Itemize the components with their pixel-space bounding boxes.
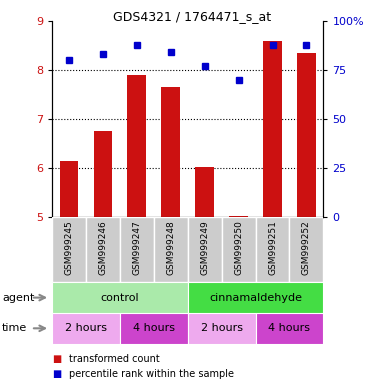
Bar — [290, 217, 323, 282]
Bar — [120, 313, 187, 344]
Bar — [52, 282, 187, 313]
Bar — [297, 53, 316, 217]
Text: 4 hours: 4 hours — [133, 323, 175, 333]
Bar — [187, 282, 323, 313]
Text: GSM999249: GSM999249 — [200, 220, 209, 275]
Bar — [120, 217, 154, 282]
Text: GSM999247: GSM999247 — [132, 220, 141, 275]
Text: GDS4321 / 1764471_s_at: GDS4321 / 1764471_s_at — [114, 10, 271, 23]
Bar — [256, 217, 290, 282]
Bar — [229, 216, 248, 217]
Bar — [161, 87, 180, 217]
Bar — [222, 217, 256, 282]
Text: cinnamaldehyde: cinnamaldehyde — [209, 293, 302, 303]
Bar — [94, 131, 112, 217]
Bar — [127, 75, 146, 217]
Bar — [86, 217, 120, 282]
Text: 4 hours: 4 hours — [268, 323, 310, 333]
Text: ■: ■ — [52, 354, 61, 364]
Bar — [52, 217, 86, 282]
Text: transformed count: transformed count — [69, 354, 160, 364]
Text: 2 hours: 2 hours — [201, 323, 243, 333]
Text: GSM999245: GSM999245 — [64, 220, 74, 275]
Text: agent: agent — [2, 293, 34, 303]
Text: time: time — [2, 323, 27, 333]
Text: ■: ■ — [52, 369, 61, 379]
Bar — [52, 313, 120, 344]
Text: GSM999248: GSM999248 — [166, 220, 175, 275]
Bar — [60, 161, 78, 217]
Bar — [154, 217, 187, 282]
Text: control: control — [100, 293, 139, 303]
Text: 2 hours: 2 hours — [65, 323, 107, 333]
Text: GSM999250: GSM999250 — [234, 220, 243, 275]
Bar — [188, 217, 222, 282]
Bar — [187, 313, 256, 344]
Text: GSM999251: GSM999251 — [268, 220, 277, 275]
Bar — [256, 313, 323, 344]
Text: GSM999246: GSM999246 — [98, 220, 107, 275]
Text: GSM999252: GSM999252 — [302, 220, 311, 275]
Bar — [263, 41, 282, 217]
Bar — [195, 167, 214, 217]
Text: percentile rank within the sample: percentile rank within the sample — [69, 369, 234, 379]
